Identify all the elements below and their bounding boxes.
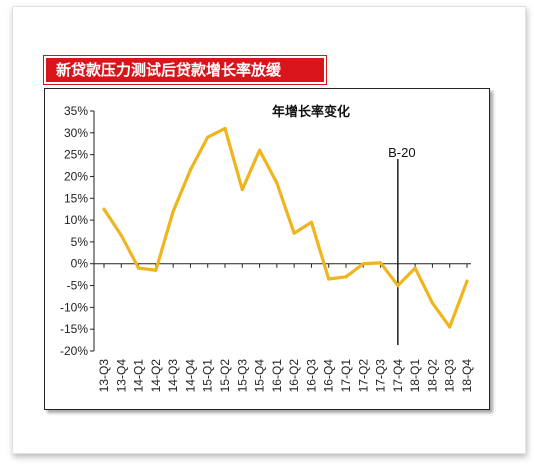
data-point <box>275 181 279 185</box>
x-tick-label: 18-Q4 <box>460 359 474 393</box>
data-point <box>378 261 383 265</box>
data-point <box>430 301 435 305</box>
x-tick-label: 18-Q3 <box>443 359 457 393</box>
data-point <box>154 268 158 272</box>
chart-area: 年增长率变化 35% 30% 25% 20% 15% 10% 5% 0% -5% -10% -15%… <box>44 88 490 410</box>
data-point <box>119 233 123 237</box>
x-tick-label: 14-Q3 <box>166 359 180 393</box>
data-point <box>465 279 469 283</box>
x-tick-label: 16-Q4 <box>322 359 336 393</box>
data-point <box>413 266 417 270</box>
annotations: B-20 <box>388 145 416 345</box>
y-tick-label: -5% <box>67 279 89 293</box>
y-tick-label: -15% <box>60 322 88 336</box>
x-tick-label: 16-Q2 <box>287 359 301 393</box>
data-point <box>257 148 262 152</box>
data-point <box>292 231 296 235</box>
line-chart: 年增长率变化 35% 30% 25% 20% 15% 10% 5% 0% -5% -10% -15%… <box>60 104 474 393</box>
y-tick-label: -20% <box>60 344 88 358</box>
x-tick-label: 13-Q4 <box>114 359 128 393</box>
y-tick-label: 10% <box>64 213 88 227</box>
y-tick-label: -10% <box>60 300 88 314</box>
x-tick-label: 18-Q1 <box>408 359 422 393</box>
x-tick-label: 15-Q1 <box>201 359 215 393</box>
data-point <box>240 187 244 192</box>
data-point <box>171 209 175 213</box>
data-point <box>327 277 331 281</box>
x-tick-label: 15-Q3 <box>235 359 249 393</box>
y-tick-label: 25% <box>64 148 88 162</box>
x-tick-label: 14-Q4 <box>183 359 197 393</box>
x-tick-label: 14-Q1 <box>132 359 146 393</box>
x-tick-label: 15-Q4 <box>253 359 267 393</box>
y-tick-label: 5% <box>71 235 89 249</box>
data-point <box>344 275 348 279</box>
x-tick-label: 13-Q3 <box>97 359 111 393</box>
y-tick-label: 35% <box>64 104 88 118</box>
data-point <box>361 262 365 266</box>
y-axis: 35% 30% 25% 20% 15% 10% 5% 0% -5% -10% -15% -20% <box>60 104 95 358</box>
data-point <box>223 126 227 131</box>
x-axis: 13-Q3 13-Q4 14-Q1 14-Q2 14-Q3 14-Q4 15-Q1 15-Q2… <box>94 263 474 393</box>
data-point <box>206 135 210 139</box>
x-tick-label: 16-Q1 <box>270 359 284 393</box>
figure-title-banner: 新贷款压力测试后贷款增长率放缓 <box>43 55 327 85</box>
x-tick-label: 17-Q3 <box>374 359 388 393</box>
x-tick-label: 14-Q2 <box>149 359 163 393</box>
y-tick-label: 15% <box>64 191 88 205</box>
data-point <box>448 325 452 329</box>
x-tick-label: 17-Q4 <box>391 359 405 393</box>
annotation-label: B-20 <box>388 145 415 160</box>
y-tick-label: 20% <box>64 169 88 183</box>
series-line <box>102 126 469 329</box>
x-tick-label: 16-Q3 <box>304 359 318 393</box>
y-tick-label: 30% <box>64 126 88 140</box>
y-tick-label: 0% <box>71 257 89 271</box>
x-tick-label: 17-Q2 <box>356 359 370 393</box>
data-point <box>309 220 314 224</box>
data-point <box>136 266 141 270</box>
chart-title: 年增长率变化 <box>272 104 350 120</box>
data-point <box>396 283 400 288</box>
data-point <box>102 207 106 211</box>
x-tick-label: 17-Q1 <box>339 359 353 393</box>
data-point <box>188 168 193 172</box>
x-tick-label: 18-Q2 <box>425 359 439 393</box>
x-tick-label: 15-Q2 <box>218 359 232 393</box>
series-layer <box>102 126 469 329</box>
